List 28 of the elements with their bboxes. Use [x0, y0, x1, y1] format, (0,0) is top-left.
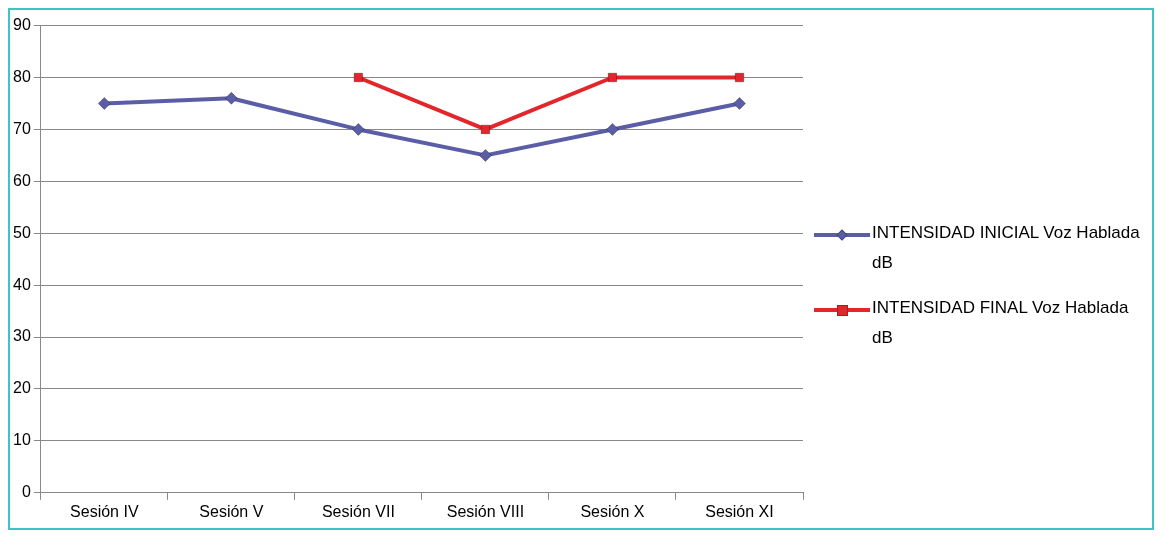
point	[97, 96, 111, 110]
y-tick-label: 80	[13, 67, 31, 85]
y-tick-label: 20	[13, 379, 31, 397]
point	[607, 72, 618, 83]
point	[480, 124, 491, 135]
x-tick-label: Sesión V	[199, 502, 264, 520]
x-tick-label: Sesión VII	[321, 502, 395, 520]
y-tick-label: 0	[21, 483, 31, 501]
point	[478, 148, 492, 162]
y-tick-label: 10	[13, 431, 31, 449]
point	[353, 72, 364, 83]
point	[734, 72, 745, 83]
x-tick-label: Sesión VIII	[446, 502, 525, 520]
y-tick-label: 90	[13, 16, 31, 34]
y-tick-label: 40	[13, 275, 31, 293]
y-tick-label: 60	[13, 171, 31, 189]
legend-label: INTENSIDAD FINAL Voz Hablada dB	[872, 297, 1130, 349]
x-tick-label: Sesión XI	[705, 502, 774, 520]
legend-label: INTENSIDAD INICIAL Voz Hablada dB	[872, 222, 1141, 274]
x-tick-label: Sesión IV	[70, 502, 139, 520]
point	[351, 122, 365, 136]
y-tick-label: 70	[13, 119, 31, 137]
x-tick-label: Sesión X	[580, 502, 645, 520]
y-tick-label: 30	[13, 327, 31, 345]
y-tick-label: 50	[13, 223, 31, 241]
point	[605, 122, 619, 136]
point	[224, 91, 238, 105]
point	[732, 96, 746, 110]
